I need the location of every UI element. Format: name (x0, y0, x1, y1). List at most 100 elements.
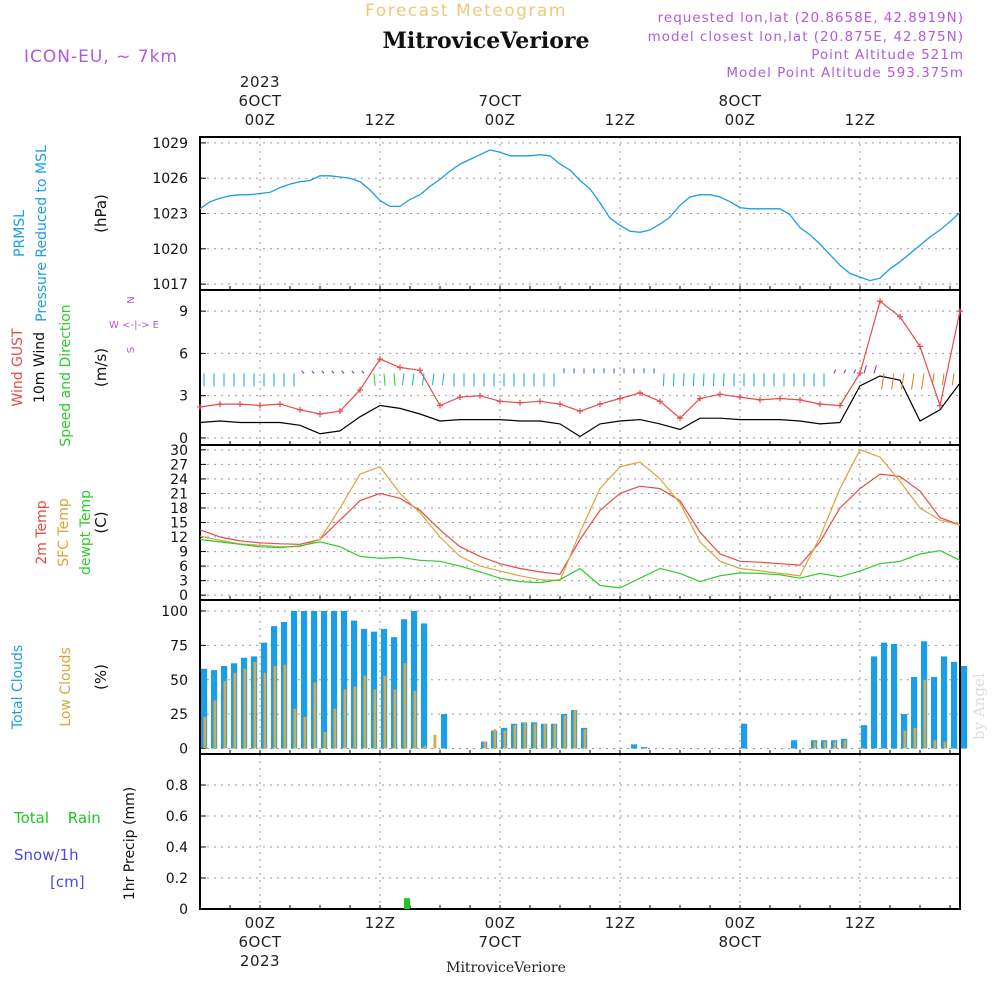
low-cloud-bar (483, 741, 487, 749)
y-tick-label: 0 (179, 588, 188, 604)
y-tick-label: 100 (161, 604, 188, 620)
low-cloud-bar (513, 725, 517, 749)
y-tick-label: 15 (170, 516, 188, 532)
gust-point (217, 401, 223, 408)
y-tick-label: 12 (170, 530, 188, 546)
total-cloud-bar (311, 611, 318, 749)
gust-point (357, 387, 363, 394)
gust-point (877, 298, 883, 305)
y-tick-label: 1017 (152, 277, 188, 293)
gust-point (737, 394, 743, 401)
low-cloud-bar (413, 690, 417, 749)
total-cloud-bar (341, 611, 348, 749)
gust-point (717, 391, 723, 398)
wind-arrow (951, 373, 955, 386)
gust-point (757, 396, 763, 403)
compass-we: W <-|-> E (109, 320, 159, 331)
y-tick-label: 1029 (152, 136, 188, 152)
gust-point (237, 401, 243, 408)
rain-bar (404, 898, 410, 909)
wind-arrow (401, 373, 405, 386)
y-tick-label: 9 (179, 545, 188, 561)
total-cloud-bar (351, 620, 358, 749)
total-cloud-bar (941, 656, 948, 749)
y-tick-label: 1026 (152, 171, 188, 187)
wind-arrow (321, 370, 325, 374)
wind-arrow (712, 373, 715, 387)
gust-point (617, 395, 623, 402)
gust-point (537, 398, 543, 405)
watermark: by Angel (970, 673, 988, 740)
panel-clouds: 0 25 50 75 100 (%) Total Clouds Low Clouds (10, 599, 968, 758)
low-cloud-bar (243, 668, 247, 749)
wind-arrow (383, 373, 386, 386)
bottom-time-label: 2023 (240, 952, 280, 970)
total-cloud-bar (201, 668, 208, 749)
low-cloud-bar (573, 710, 577, 749)
wind-arrow (853, 369, 857, 374)
y-tick-label: 27 (170, 457, 188, 473)
low-cloud-bar (933, 740, 937, 749)
y-tick-label: 25 (170, 707, 188, 723)
panel-pressure: 1017 1020 1023 1026 1029 (hPa) PRMSL Pressure R… (12, 136, 961, 322)
gust-point (197, 403, 203, 410)
wind-arrow (941, 373, 945, 386)
low-cloud-bar (423, 745, 427, 749)
gust-point (297, 406, 303, 413)
gust-line (199, 300, 961, 420)
y-tick-label: 30 (170, 443, 188, 459)
snow-unit-label: [cm] (50, 873, 85, 891)
top-time-label: 00Z (485, 111, 516, 129)
bottom-time-label: 00Z (725, 914, 756, 932)
total-cloud-bar (321, 611, 328, 749)
low-cloud-bar (273, 666, 277, 749)
gust-point (437, 402, 443, 409)
low-cloud-bar (493, 729, 497, 749)
y-tick-label: 0 (179, 431, 188, 447)
low-cloud-bar (233, 672, 237, 749)
total-cloud-bar (951, 661, 958, 749)
gust-point (317, 411, 323, 417)
wind-arrow (311, 370, 315, 374)
top-time-label: 00Z (725, 111, 756, 129)
bottom-time-label: 12Z (845, 914, 876, 932)
panel-precip: 0 0.2 0.4 0.6 0.8 1hr Precip (mm) Total Rain Sn… (13, 753, 961, 918)
low-cloud-bar (373, 689, 377, 749)
low-cloud-bar (913, 727, 917, 749)
low-cloud-bar (523, 722, 527, 749)
gust-point (457, 394, 463, 401)
pressure-msl-label: Pressure Reduced to MSL (34, 145, 50, 322)
bottom-time-label: 6OCT (239, 933, 282, 951)
bottom-location-label: MitroviceVeriore (446, 960, 566, 976)
gust-point (257, 402, 263, 409)
low-cloud-bar (533, 723, 537, 749)
gust-point (697, 395, 703, 402)
gust-point (957, 308, 963, 315)
total-cloud-bar (441, 714, 448, 749)
wind-arrow (921, 373, 925, 390)
low-cloud-bar (253, 661, 257, 749)
low-cloud-bar (393, 689, 397, 749)
gust-point (637, 389, 643, 396)
wind-arrow (393, 373, 396, 386)
y-tick-label: 9 (179, 304, 188, 320)
bottom-time-label: 00Z (245, 914, 276, 932)
low-cloud-bar (353, 686, 357, 749)
panel-frame (199, 289, 961, 446)
total-cloud-bar (421, 623, 428, 749)
bottom-time-label: 12Z (365, 914, 396, 932)
forecast-title: Forecast Meteogram (365, 1, 567, 21)
temp-2m-line (199, 473, 961, 575)
unit-label: (hPa) (92, 194, 110, 233)
low-cloud-bar (553, 723, 557, 749)
unit-label: (m/s) (92, 348, 110, 387)
dewpt-line (199, 538, 961, 589)
wind-arrow (361, 370, 365, 374)
unit-label: (C) (92, 511, 110, 533)
total-cloud-bar (331, 611, 338, 749)
top-time-label: 00Z (245, 111, 276, 129)
gust-point (477, 392, 483, 399)
wind-arrow (843, 369, 847, 374)
snow-label: Snow/1h (14, 846, 79, 864)
